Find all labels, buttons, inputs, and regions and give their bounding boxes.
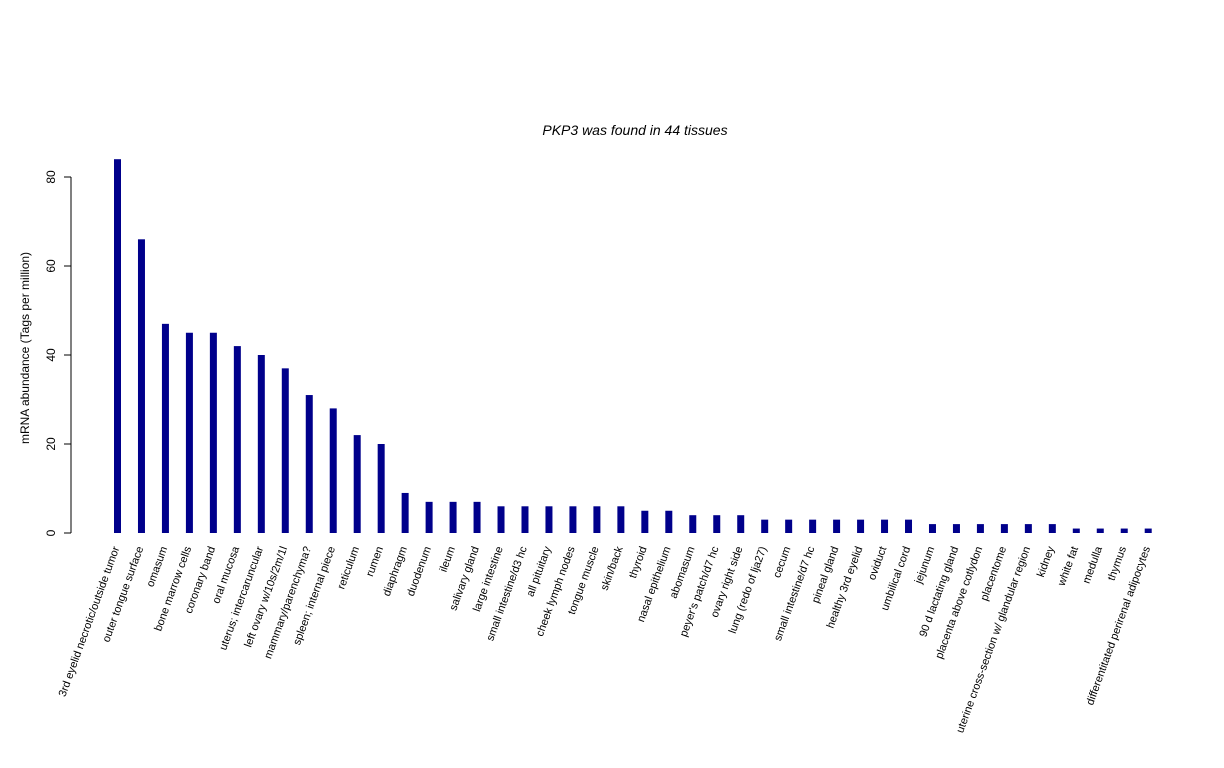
- x-tick-label: duodenum: [405, 545, 434, 598]
- y-axis: 0 20 40 60 80: [44, 170, 72, 536]
- bar: [281, 368, 289, 533]
- bar: [497, 506, 505, 533]
- bar: [401, 492, 409, 533]
- x-tick-label: jejunum: [913, 545, 938, 586]
- bar: [641, 510, 649, 533]
- bar: [1072, 528, 1080, 533]
- bar: [593, 506, 601, 533]
- bar: [833, 519, 841, 533]
- bar: [928, 524, 936, 533]
- bar: [521, 506, 529, 533]
- x-tick-label: medulla: [1081, 544, 1106, 585]
- y-tick-label: 60: [44, 259, 58, 273]
- bar: [377, 444, 385, 533]
- x-tick-label: omasum: [145, 545, 171, 589]
- bars: [114, 159, 1152, 534]
- x-tick-label: reticulum: [335, 545, 362, 591]
- bar: [114, 159, 121, 533]
- bar: [569, 506, 577, 533]
- bar: [233, 346, 241, 533]
- chart-title: PKP3 was found in 44 tissues: [542, 122, 727, 138]
- bar: [185, 332, 193, 533]
- bar: [209, 332, 217, 533]
- bar: [737, 515, 745, 533]
- bar: [881, 519, 889, 533]
- x-tick-label: oviduct: [866, 545, 889, 582]
- bar: [857, 519, 865, 533]
- bar: [161, 323, 169, 533]
- bar: [689, 515, 697, 533]
- bar: [545, 506, 553, 533]
- x-tick-label: rumen: [364, 545, 386, 578]
- bar: [713, 515, 721, 533]
- bar: [449, 501, 457, 533]
- x-tick-label: skin/back: [599, 544, 626, 592]
- bar: [1000, 524, 1008, 533]
- bar: [1144, 528, 1152, 533]
- x-tick-label: kidney: [1035, 544, 1057, 578]
- bar: [785, 519, 793, 533]
- bar: [425, 501, 433, 533]
- bar: [665, 510, 673, 533]
- bar: [137, 239, 145, 534]
- bar: [1120, 528, 1128, 533]
- bar: [473, 501, 481, 533]
- x-tick-label: cecum: [771, 545, 793, 580]
- bar: [976, 524, 984, 533]
- x-tick-label: ileum: [438, 545, 458, 574]
- bar: [809, 519, 817, 533]
- bar: [329, 408, 337, 533]
- bar: [353, 435, 361, 533]
- bar: [1096, 528, 1104, 533]
- bar: [905, 519, 913, 533]
- bar: [305, 395, 313, 533]
- y-axis-label: mRNA abundance (Tags per million): [18, 252, 32, 444]
- x-tick-label: white fat: [1055, 545, 1081, 589]
- bar: [257, 355, 265, 533]
- x-tick-label: thymus: [1106, 544, 1130, 582]
- y-tick-label: 40: [44, 348, 58, 362]
- bar: [1048, 524, 1056, 533]
- bar: [952, 524, 960, 533]
- bar: [617, 506, 625, 533]
- y-tick-label: 20: [44, 437, 58, 451]
- bar: [761, 519, 769, 533]
- bar: [1024, 524, 1032, 533]
- y-tick-label: 80: [44, 170, 58, 184]
- y-tick-label: 0: [44, 529, 58, 536]
- x-tick-label: thyroid: [627, 545, 650, 580]
